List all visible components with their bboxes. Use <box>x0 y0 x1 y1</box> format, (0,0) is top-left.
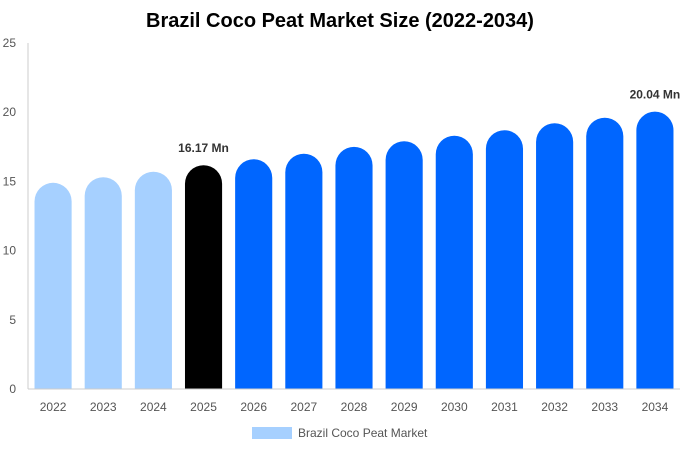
bar-2033[interactable] <box>586 117 624 390</box>
bar-2031[interactable] <box>485 130 524 390</box>
bar-2023[interactable] <box>84 177 122 389</box>
x-tick-label: 2028 <box>341 400 368 414</box>
x-tick-label: 2031 <box>491 400 518 414</box>
x-tick-label: 2023 <box>90 400 117 414</box>
y-axis: 0 5 10 15 20 25 <box>3 36 29 396</box>
bar-2024[interactable] <box>134 171 172 389</box>
bar-2029[interactable] <box>385 141 423 389</box>
chart-title: Brazil Coco Peat Market Size (2022-2034) <box>146 10 534 32</box>
bar-2032[interactable] <box>536 123 574 390</box>
x-tick-label: 2026 <box>240 400 267 414</box>
data-label-2034: 20.04 Mn <box>630 88 680 102</box>
bar-2022[interactable] <box>34 182 72 389</box>
y-tick-label: 20 <box>3 105 17 119</box>
y-tick-label: 15 <box>3 174 17 188</box>
data-labels: 16.17 Mn 20.04 Mn <box>178 88 680 156</box>
bar-2030[interactable] <box>435 135 473 389</box>
x-tick-label: 2030 <box>441 400 468 414</box>
x-tick-label: 2025 <box>190 400 217 414</box>
bar-2026[interactable] <box>235 159 273 389</box>
bars <box>34 111 674 390</box>
x-tick-label: 2027 <box>290 400 317 414</box>
y-tick-label: 25 <box>3 36 17 50</box>
legend: Brazil Coco Peat Market <box>252 426 428 440</box>
x-tick-label: 2033 <box>591 400 618 414</box>
x-tick-label: 2022 <box>40 400 67 414</box>
x-tick-label: 2032 <box>541 400 568 414</box>
x-axis: 2022 2023 2024 2025 2026 2027 2028 2029 2030 2031… <box>28 388 680 414</box>
bar-2034[interactable] <box>636 111 674 390</box>
y-tick-label: 5 <box>9 313 16 327</box>
y-tick-label: 10 <box>3 244 17 258</box>
bar-2027[interactable] <box>285 153 323 389</box>
x-tick-label: 2029 <box>391 400 418 414</box>
legend-label: Brazil Coco Peat Market <box>298 426 428 440</box>
data-label-2025: 16.17 Mn <box>178 141 229 155</box>
bar-2028[interactable] <box>335 146 373 389</box>
x-tick-label: 2024 <box>140 400 167 414</box>
legend-swatch <box>252 427 292 439</box>
x-tick-label: 2034 <box>642 400 669 414</box>
y-tick-label: 0 <box>9 382 16 396</box>
bar-2025[interactable] <box>184 165 223 389</box>
